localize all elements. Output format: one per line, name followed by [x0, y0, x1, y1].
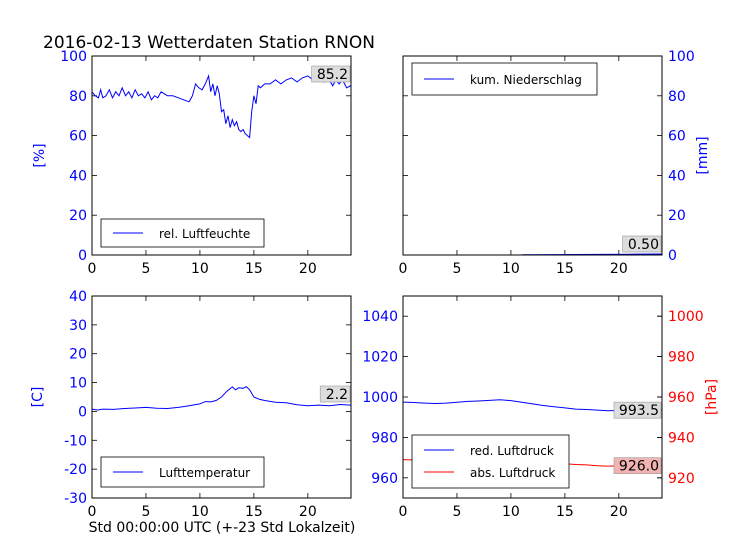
figure-xlabel: Std 00:00:00 UTC (+-23 Std Lokalzeit) [89, 520, 356, 536]
y2-tick-label: 960 [668, 390, 695, 406]
y-tick-label: 80 [69, 89, 87, 105]
annotation-box [622, 235, 662, 253]
y-tick-label: 1040 [362, 309, 398, 325]
series-line [91, 73, 352, 139]
y-tick-label: 1000 [362, 390, 398, 406]
x-tick-label: 20 [299, 261, 317, 277]
precipitation-panel: 0 5 10 15 20 0 20 40 60 80 100 [mm] 0.50 kum. Nieders… [399, 49, 711, 277]
annotation-box [613, 457, 662, 474]
annotation-box [613, 401, 662, 419]
y-tick-label: 960 [371, 471, 398, 487]
legend-label: red. Luftdruck [470, 444, 554, 458]
y-axis-label: [hPa] [704, 379, 720, 415]
y-tick-label: 0 [668, 248, 677, 264]
legend-label: Lufttemperatur [159, 466, 250, 480]
y-tick-label: 40 [668, 168, 686, 184]
x-tick-label: 20 [610, 504, 628, 520]
annotation-box [311, 65, 351, 83]
y-tick-label: 60 [69, 129, 87, 145]
y-tick-label: 20 [69, 347, 87, 363]
pressure-panel: 0 5 10 15 20 960 980 1000 1020 1040 920 940 960 980 10… [362, 295, 720, 520]
x-tick-label: 0 [88, 504, 97, 520]
x-tick-label: 15 [245, 261, 263, 277]
figure-title: 2016-02-13 Wetterdaten Station RNON [43, 33, 375, 53]
x-tick-label: 0 [88, 261, 97, 277]
y2-tick-label: 920 [668, 471, 695, 487]
x-tick-label: 15 [556, 261, 574, 277]
x-tick-label: 5 [452, 261, 461, 277]
value-annotation: 926.0 [619, 459, 659, 475]
x-tick-label: 15 [556, 504, 574, 520]
x-tick-label: 10 [502, 261, 520, 277]
value-annotation: 993.5 [619, 403, 659, 419]
y-tick-label: 100 [60, 49, 87, 65]
x-tick-label: 0 [399, 261, 408, 277]
annotation-box [319, 385, 351, 403]
value-annotation: 2.2 [326, 387, 348, 403]
x-tick-label: 15 [245, 504, 263, 520]
y-tick-label: 60 [668, 129, 686, 145]
y-tick-label: 100 [668, 49, 695, 65]
x-tick-label: 5 [141, 261, 150, 277]
y2-tick-label: 940 [668, 430, 695, 446]
plot-frame [91, 295, 352, 499]
legend-label: kum. Niederschlag [470, 73, 582, 87]
y-tick-label: 1020 [362, 350, 398, 366]
x-tick-label: 5 [141, 504, 150, 520]
value-annotation: 85.2 [317, 67, 348, 83]
y-tick-label: 40 [69, 168, 87, 184]
legend-label: rel. Luftfeuchte [159, 227, 250, 241]
temperature-panel: 0 5 10 15 20 -30 -20 -10 0 10 20 30 40 [C] 2.2 Lufttemp… [30, 289, 352, 520]
y-tick-label: 30 [69, 318, 87, 334]
y-tick-label: 0 [78, 248, 87, 264]
y-tick-label: 10 [69, 376, 87, 392]
legend-box [411, 434, 570, 489]
y-tick-label: -10 [64, 433, 87, 449]
y2-tick-label: 1000 [668, 309, 704, 325]
x-tick-label: 10 [191, 504, 209, 520]
y-tick-label: 80 [668, 89, 686, 105]
y2-tick-label: 980 [668, 350, 695, 366]
x-tick-label: 10 [191, 261, 209, 277]
value-annotation: 0.50 [628, 237, 659, 253]
x-tick-label: 20 [299, 504, 317, 520]
y-tick-label: -20 [64, 462, 87, 478]
y-axis-label: [mm] [695, 136, 711, 174]
y-tick-label: 0 [78, 404, 87, 420]
y-tick-label: 980 [371, 430, 398, 446]
y-axis-label: [C] [30, 387, 46, 408]
y-tick-label: 20 [69, 208, 87, 224]
x-tick-label: 5 [452, 504, 461, 520]
legend-label: abs. Luftdruck [470, 466, 555, 480]
series-line [91, 385, 352, 411]
y-tick-label: 20 [668, 208, 686, 224]
y-tick-label: -30 [64, 491, 87, 507]
plot-frame [402, 55, 663, 256]
x-tick-label: 20 [610, 261, 628, 277]
humidity-panel: 0 5 10 15 20 0 20 40 60 80 100 [%] 85.2 rel. Luftfeuc… [32, 49, 352, 277]
y-axis-label: [%] [32, 143, 48, 167]
x-tick-label: 0 [399, 504, 408, 520]
plot-frame [402, 295, 663, 499]
y-tick-label: 40 [69, 289, 87, 305]
plot-frame [91, 55, 352, 256]
x-tick-label: 10 [502, 504, 520, 520]
